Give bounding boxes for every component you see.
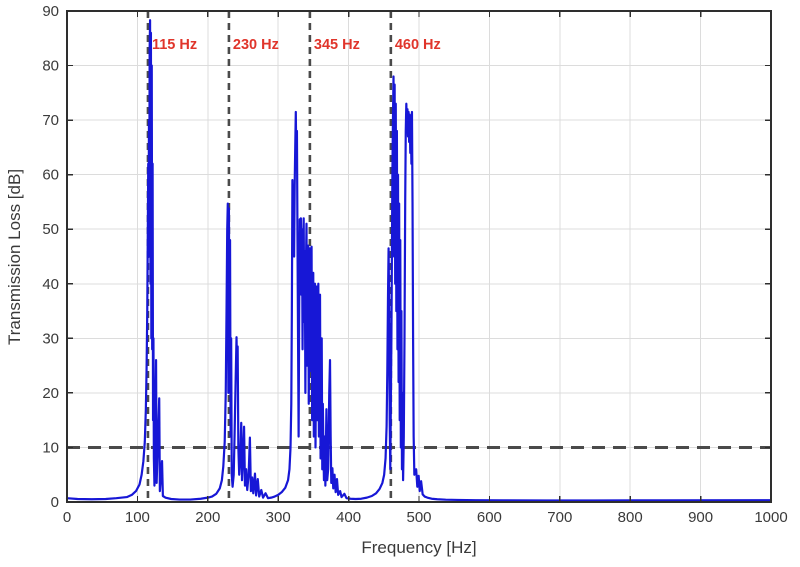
y-tick-label: 0 bbox=[51, 494, 59, 511]
annotation-230-hz: 230 Hz bbox=[233, 37, 279, 53]
x-tick-label: 700 bbox=[547, 509, 572, 526]
y-tick-label: 80 bbox=[42, 58, 59, 75]
y-axis-label: Transmission Loss [dB] bbox=[5, 168, 24, 345]
x-tick-label: 300 bbox=[266, 509, 291, 526]
y-tick-label: 90 bbox=[42, 3, 59, 20]
y-tick-label: 40 bbox=[42, 276, 59, 293]
annotation-115-hz: 115 Hz bbox=[152, 37, 197, 53]
x-tick-label: 200 bbox=[195, 509, 220, 526]
annotation-460-hz: 460 Hz bbox=[395, 37, 441, 53]
annotation-345-hz: 345 Hz bbox=[314, 37, 360, 53]
x-tick-label: 500 bbox=[406, 509, 431, 526]
x-tick-label: 800 bbox=[618, 509, 643, 526]
x-tick-label: 0 bbox=[63, 509, 71, 526]
x-tick-label: 600 bbox=[477, 509, 502, 526]
y-tick-label: 10 bbox=[42, 439, 59, 456]
x-tick-label: 1000 bbox=[754, 509, 787, 526]
y-tick-label: 30 bbox=[42, 330, 59, 347]
y-tick-label: 20 bbox=[42, 385, 59, 402]
x-tick-label: 900 bbox=[688, 509, 713, 526]
y-tick-label: 60 bbox=[42, 167, 59, 184]
x-axis-label: Frequency [Hz] bbox=[361, 538, 477, 557]
series-transmission-loss bbox=[65, 19, 773, 502]
x-tick-label: 400 bbox=[336, 509, 361, 526]
x-tick-label: 100 bbox=[125, 509, 150, 526]
y-tick-label: 50 bbox=[42, 221, 59, 238]
y-tick-label: 70 bbox=[42, 112, 59, 129]
